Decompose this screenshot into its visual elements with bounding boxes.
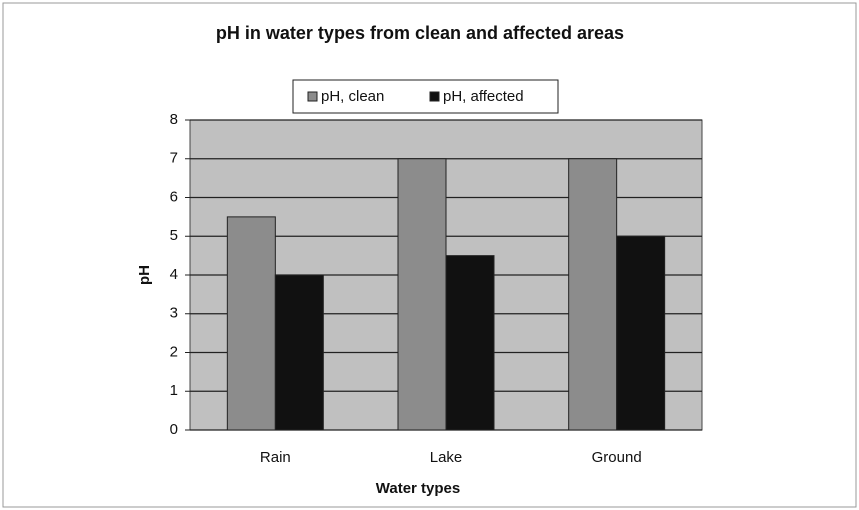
y-tick-label: 2 — [170, 343, 178, 360]
bar — [274, 274, 324, 431]
x-tick-label: Ground — [592, 449, 642, 466]
x-tick-label: Lake — [430, 449, 463, 466]
y-tick-label: 0 — [170, 421, 178, 438]
legend-swatch — [429, 91, 440, 102]
bar — [445, 255, 495, 431]
legend-label: pH, clean — [321, 88, 384, 105]
y-tick-label: 1 — [170, 382, 178, 399]
y-tick-label: 8 — [170, 111, 178, 128]
y-tick-label: 3 — [170, 305, 178, 322]
x-axis-label: Water types — [376, 480, 460, 497]
bar — [226, 216, 276, 431]
bar — [568, 158, 618, 431]
legend-swatch — [307, 91, 318, 102]
x-tick-label: Rain — [260, 449, 291, 466]
y-axis-label: pH — [136, 265, 153, 285]
bar — [397, 158, 447, 431]
bar — [616, 235, 666, 431]
y-tick-label: 7 — [170, 150, 178, 167]
legend — [292, 79, 559, 114]
legend-label: pH, affected — [443, 88, 524, 105]
chart-title: pH in water types from clean and affecte… — [215, 23, 625, 43]
y-tick-label: 4 — [170, 266, 178, 283]
y-tick-label: 5 — [170, 227, 178, 244]
y-tick-label: 6 — [170, 188, 178, 205]
